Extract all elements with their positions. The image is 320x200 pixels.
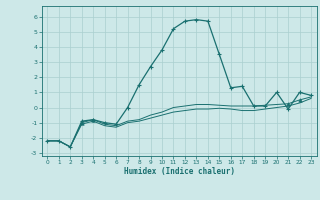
X-axis label: Humidex (Indice chaleur): Humidex (Indice chaleur) <box>124 167 235 176</box>
